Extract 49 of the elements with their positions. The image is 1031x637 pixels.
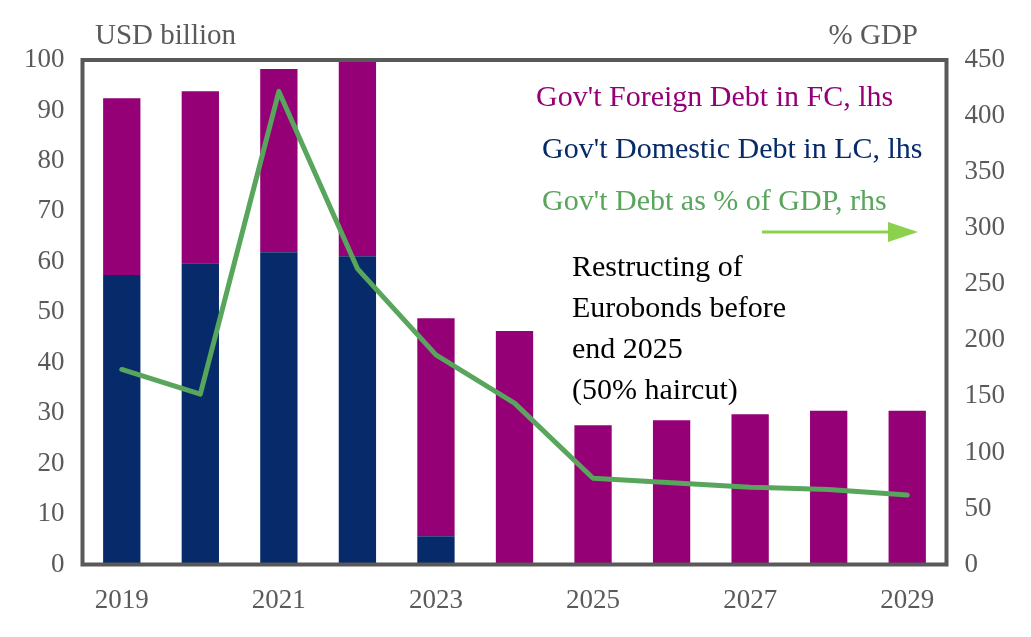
y-tick-label: 50 (37, 295, 65, 326)
y-tick-label: 100 (24, 43, 65, 74)
y-tick-label: 20 (37, 446, 65, 477)
y2-tick-label: 450 (964, 43, 1005, 74)
y-tick-label: 70 (37, 194, 65, 225)
y2-tick-label: 350 (964, 155, 1005, 186)
x-tick-label: 2029 (880, 583, 935, 614)
text: Gov't Debt as % of GDP, rhs (542, 183, 887, 216)
y-tick-label: 40 (37, 345, 65, 376)
bar (103, 98, 141, 275)
bar (888, 410, 926, 565)
bar (574, 425, 612, 565)
annotation: Restructing of Eurobonds before end 2025 (50% haircut) (572, 249, 787, 406)
text: Gov't Foreign Debt in FC, lhs (536, 79, 894, 112)
bar (338, 256, 377, 565)
x-tick-label: 2023 (408, 583, 463, 614)
y2-axis-title: % GDP (828, 18, 918, 50)
bar (181, 91, 219, 264)
y-tick-label: 90 (37, 93, 65, 124)
x-tick-label: 2019 (94, 583, 149, 614)
y2-tick-label: 150 (964, 379, 1005, 410)
y-axis-title: USD billion (95, 18, 237, 50)
y2-tick-label: 200 (964, 323, 1005, 354)
y-tick-label: 60 (37, 244, 65, 275)
y2-tick-label: 50 (964, 491, 992, 522)
y-tick-label: 30 (37, 396, 65, 427)
bar (181, 263, 219, 565)
y-tick-label: 10 (37, 497, 65, 528)
x-tick-label: 2025 (566, 583, 621, 614)
y2-tick-label: 400 (964, 99, 1005, 130)
text: Gov't Domestic Debt in LC, lhs (542, 131, 923, 164)
x-tick-label: 2027 (723, 583, 778, 614)
x-tick-label: 2021 (251, 583, 306, 614)
bar (652, 420, 691, 565)
y2-tick-label: 250 (964, 267, 1005, 298)
bar (338, 62, 377, 257)
bar (417, 536, 455, 565)
y2-tick-label: 100 (964, 435, 1005, 466)
y-tick-label: 0 (51, 547, 65, 578)
y2-tick-label: 300 (964, 211, 1005, 242)
bar (417, 318, 455, 537)
y2-tick-label: 0 (964, 547, 978, 578)
bar (260, 69, 298, 253)
bar (495, 330, 534, 565)
y-tick-label: 80 (37, 144, 65, 175)
bar (810, 410, 848, 565)
bar (260, 252, 298, 565)
bar (731, 414, 769, 565)
bar (103, 274, 141, 565)
